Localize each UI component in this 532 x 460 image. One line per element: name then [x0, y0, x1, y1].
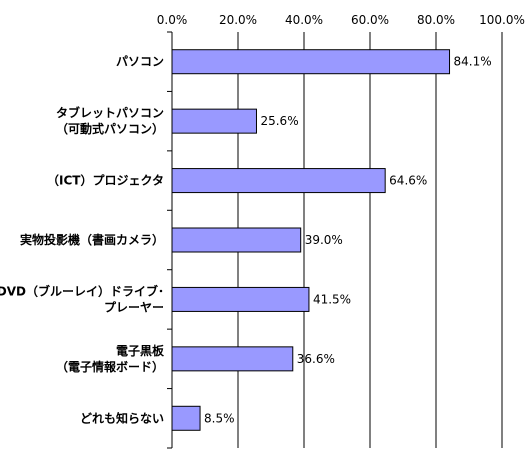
value-label: 8.5%	[204, 411, 235, 425]
category-label: （電子情報ボード）	[56, 359, 164, 374]
value-label: 84.1%	[454, 55, 492, 69]
category-label: プレーヤー	[104, 299, 164, 314]
x-tick-label: 0.0%	[157, 13, 188, 27]
category-label: どれも知らない	[80, 410, 164, 425]
value-label: 39.0%	[305, 233, 343, 247]
x-tick-label: 60.0%	[351, 13, 389, 27]
bar	[171, 168, 386, 194]
category-label: パソコン	[116, 55, 164, 69]
value-label: 64.6%	[389, 174, 427, 188]
category-label: タブレットパソコン	[56, 105, 164, 120]
bar	[171, 49, 451, 75]
x-tick-label: 80.0%	[417, 13, 455, 27]
x-tick-label: 100.0%	[479, 13, 525, 27]
category-label: DVD（ブルーレイ）ドライブ･	[0, 283, 164, 298]
category-label: （ICT）プロジェクタ	[47, 173, 164, 188]
bar	[171, 405, 201, 431]
value-labels: 84.1% 25.6% 64.6% 39.0% 41.5% 36.6% 8.5%	[204, 55, 492, 426]
value-label: 41.5%	[313, 292, 351, 306]
bar	[171, 108, 257, 134]
bar	[171, 286, 310, 312]
x-tick-label: 20.0%	[219, 13, 257, 27]
gridlines	[237, 32, 503, 448]
x-axis-tick-labels: 0.0% 20.0% 40.0% 60.0% 80.0% 100.0%	[157, 13, 525, 27]
bars	[171, 49, 451, 431]
y-axis	[167, 31, 173, 449]
category-label: 電子黒板	[116, 343, 165, 358]
value-label: 25.6%	[260, 114, 298, 128]
bar	[171, 227, 302, 253]
x-tick-label: 40.0%	[285, 13, 323, 27]
bar	[171, 346, 294, 372]
category-label: （可動式パソコン）	[56, 121, 164, 136]
value-label: 36.6%	[297, 352, 335, 366]
category-label: 実物投影機（書画カメラ）	[20, 232, 164, 247]
